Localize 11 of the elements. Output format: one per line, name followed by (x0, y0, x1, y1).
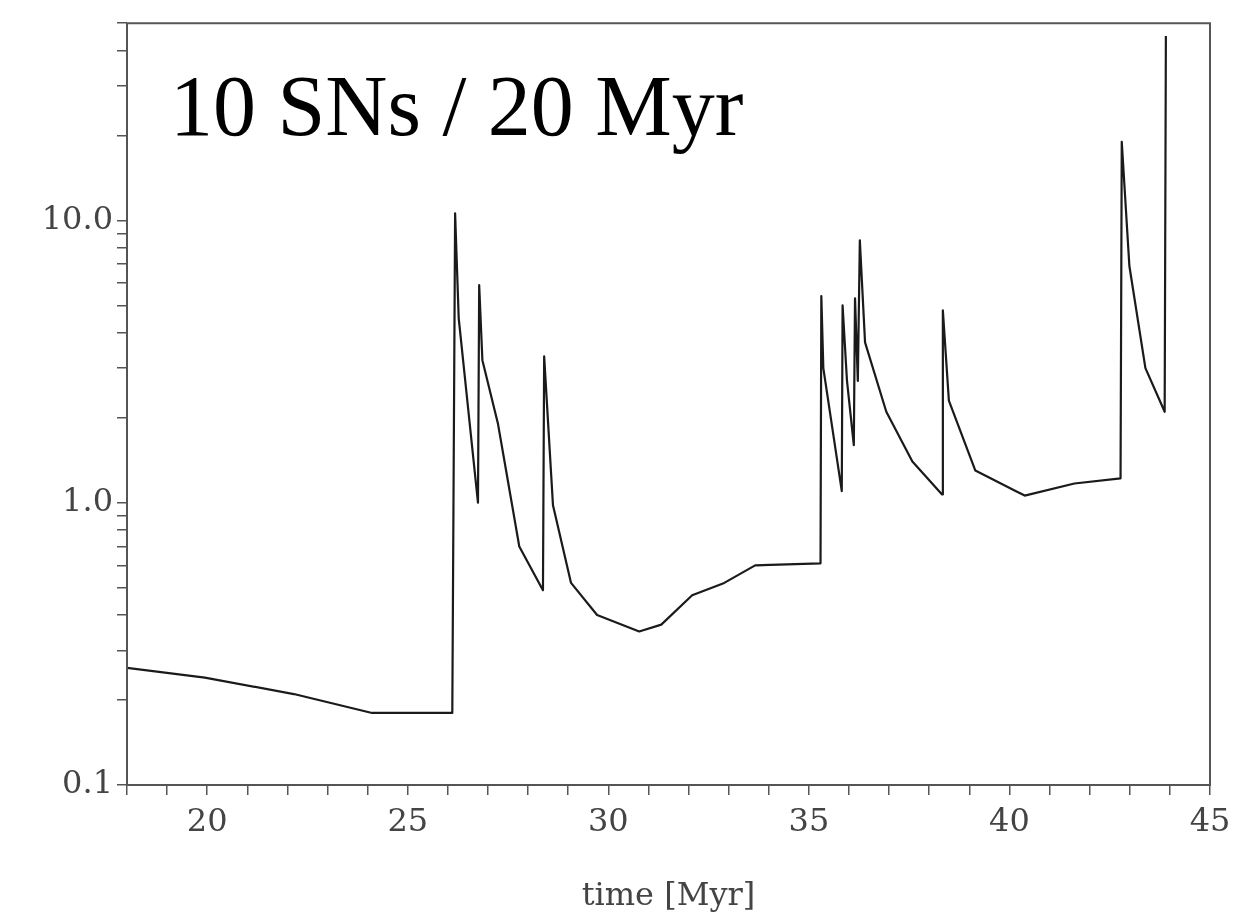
x-tick-label: 30 (587, 800, 629, 839)
x-tick-label: 45 (1189, 800, 1231, 839)
x-tick-label: 40 (989, 800, 1030, 839)
y-tick-label: 0.1 (62, 763, 113, 802)
x-tick-label: 20 (186, 800, 228, 839)
annotation: 10 SNs / 20 Myr (170, 58, 744, 155)
y-tick-label: 10.0 (41, 198, 113, 237)
y-tick-label: 1.0 (62, 481, 113, 520)
x-axis-title: time [Myr] (581, 875, 756, 914)
x-tick-label: 25 (387, 800, 429, 839)
x-tick-label: 35 (788, 800, 830, 839)
